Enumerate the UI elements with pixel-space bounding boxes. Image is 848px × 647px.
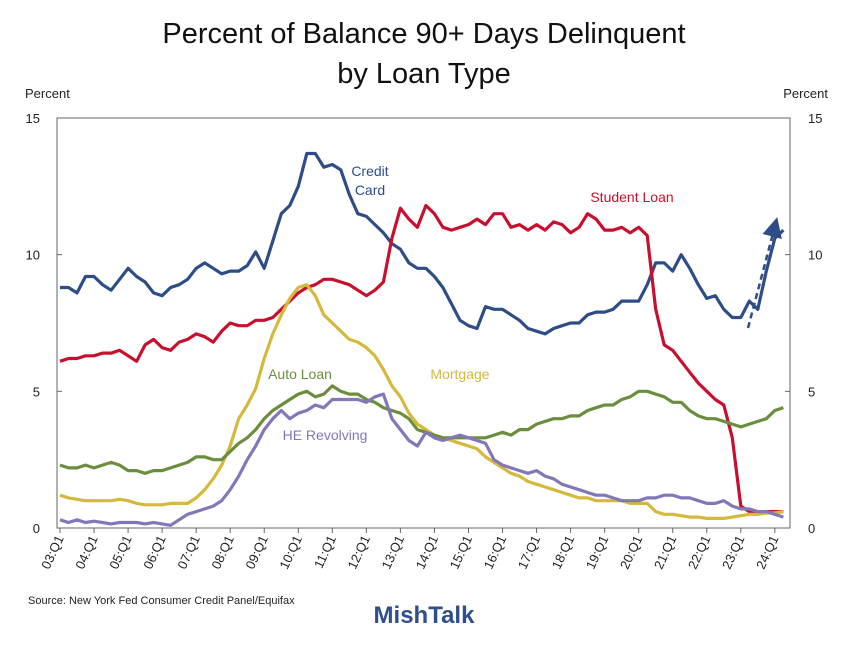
series-label: HE Revolving — [282, 427, 368, 443]
series-label: Credit Card — [351, 163, 389, 198]
x-tick-label: 14:Q1 — [413, 533, 442, 571]
x-tick-label: 10:Q1 — [276, 533, 305, 571]
watermark: MishTalk — [374, 602, 476, 629]
x-tick-label: 11:Q1 — [311, 533, 339, 571]
x-tick-label: 23:Q1 — [719, 533, 748, 571]
x-tick-label: 24:Q1 — [753, 533, 782, 571]
y-tick-label: 5 — [33, 384, 40, 399]
x-tick-label: 07:Q1 — [174, 533, 203, 571]
x-tick-label: 04:Q1 — [72, 533, 101, 571]
source: Source: New York Fed Consumer Credit Pan… — [28, 595, 295, 607]
series-label: Auto Loan — [268, 366, 332, 382]
series-line — [59, 384, 784, 475]
x-tick-label: 09:Q1 — [242, 533, 271, 571]
y2-tick-label: 15 — [808, 111, 822, 126]
x-tick-label: 19:Q1 — [583, 533, 612, 571]
y-tick-label: 15 — [26, 111, 40, 126]
series-line — [60, 151, 785, 336]
plot-frame — [56, 117, 791, 529]
x-tick-label: 16:Q1 — [481, 533, 510, 571]
y-tick-label: 0 — [33, 521, 40, 536]
trend-arrow — [746, 217, 782, 329]
x-tick-label: 05:Q1 — [106, 533, 135, 571]
x-tick-label: 13:Q1 — [379, 533, 408, 571]
x-tick-label: 15:Q1 — [447, 533, 476, 571]
title-line: by Loan Type — [337, 58, 511, 90]
title-line: Percent of Balance 90+ Days Delinquent — [162, 18, 686, 50]
x-tick-label: 21:Q1 — [651, 533, 680, 571]
series-label: Student Loan — [590, 189, 674, 205]
x-tick-label: 18:Q1 — [549, 533, 578, 571]
x-tick-label: 08:Q1 — [208, 533, 237, 571]
series-line — [59, 392, 784, 527]
series-line — [59, 203, 784, 514]
x-tick-label: 12:Q1 — [345, 533, 374, 571]
y-axis-label: Percent — [25, 86, 70, 101]
y2-tick-label: 0 — [808, 521, 815, 536]
x-tick-label: 20:Q1 — [617, 533, 646, 571]
series-line — [59, 283, 784, 520]
x-tick-label: 22:Q1 — [685, 533, 714, 571]
y2-axis-label: Percent — [783, 86, 828, 101]
x-tick-label: 03:Q1 — [38, 533, 67, 571]
series-label: Mortgage — [430, 366, 490, 382]
y2-tick-label: 10 — [808, 248, 822, 263]
y2-tick-label: 5 — [808, 384, 815, 399]
x-tick-label: 17:Q1 — [515, 533, 544, 571]
y-tick-label: 10 — [26, 248, 40, 263]
x-tick-label: 06:Q1 — [140, 533, 169, 571]
